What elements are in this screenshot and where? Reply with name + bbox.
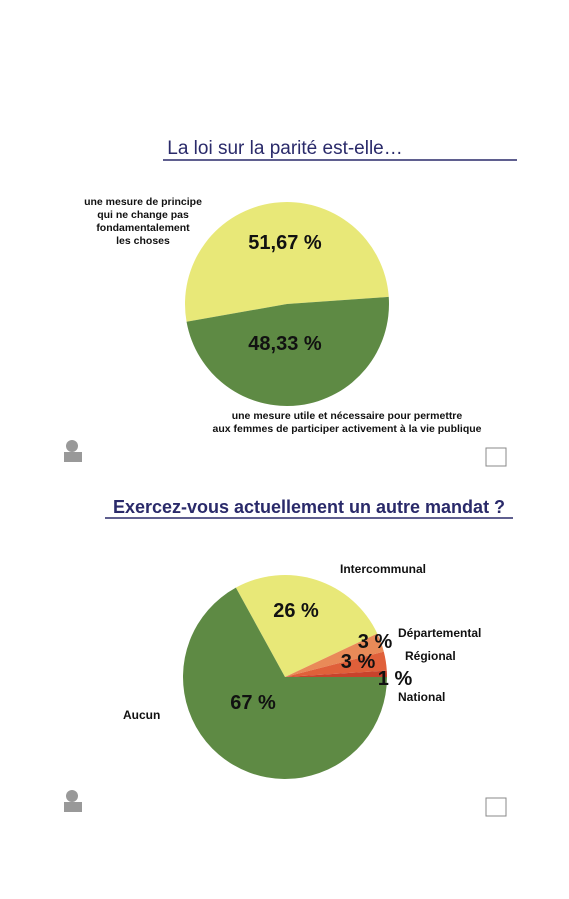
logo	[485, 447, 507, 467]
category-label: Aucun	[123, 708, 161, 722]
pie-slice	[285, 651, 387, 677]
logo	[485, 797, 507, 817]
value-label: 26 %	[273, 600, 319, 622]
value-label: 51,67 %	[248, 232, 322, 254]
chart-title: Exercez-vous actuellement un autre manda…	[112, 497, 506, 517]
pie-slice	[285, 670, 387, 677]
category-label: Intercommunal	[340, 562, 427, 576]
category-label: Régional	[405, 649, 456, 663]
value-label: 1 %	[377, 668, 413, 690]
logo	[64, 440, 82, 462]
value-label: 3 %	[340, 651, 376, 673]
category-label: National	[398, 690, 446, 704]
value-label: 48,33 %	[248, 333, 322, 355]
pie-slice	[183, 587, 387, 779]
value-label: 3 %	[357, 631, 393, 653]
pie-slice	[186, 296, 389, 407]
pie-slice	[235, 575, 378, 677]
value-label: 67 %	[230, 692, 276, 714]
logo	[64, 790, 82, 812]
pie-slice	[185, 202, 389, 322]
category-label: une mesure de principe qui ne change pas…	[84, 196, 202, 247]
chart-title: La loi sur la parité est-elle…	[167, 138, 403, 159]
category-label: une mesure utile et nécessaire pour perm…	[212, 410, 482, 435]
category-label: Départemental	[398, 626, 482, 640]
pie-slice	[285, 633, 384, 677]
